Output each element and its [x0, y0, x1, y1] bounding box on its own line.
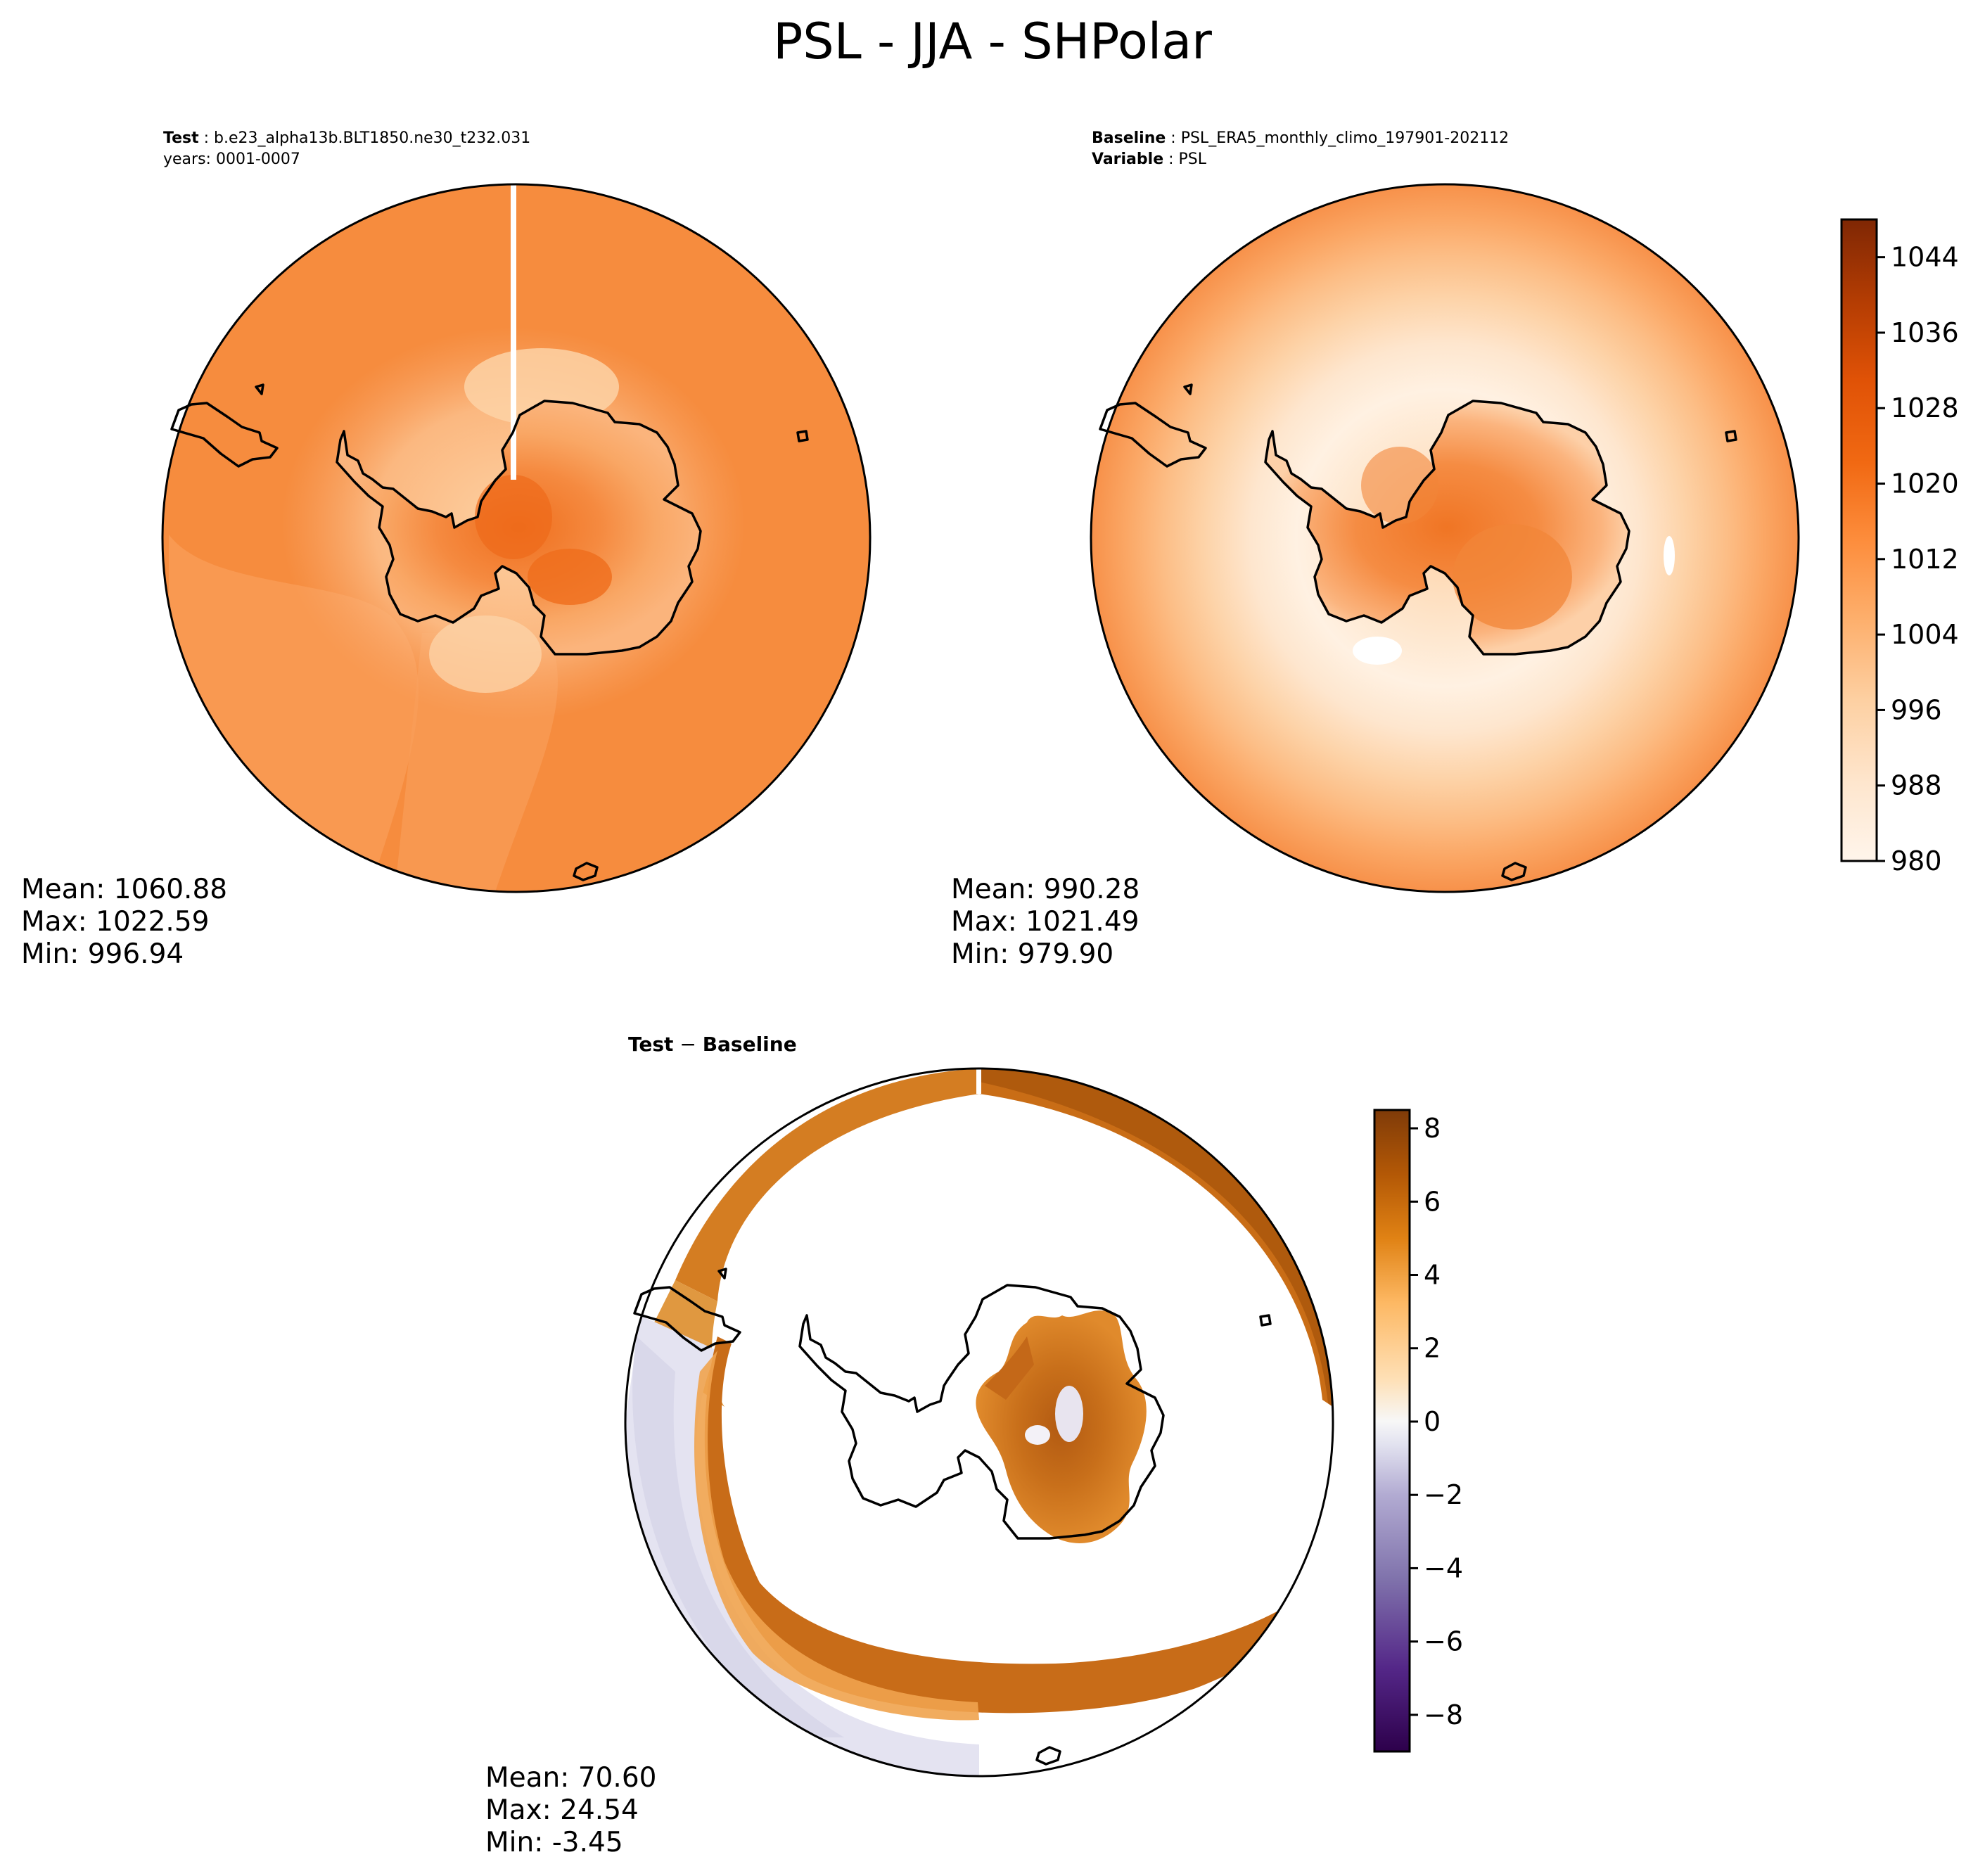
diff-colorbar-ticks: 8 6 4 2 0 −2 −4 −6 −8 [1410, 1113, 1463, 1730]
diff-colorbar: 8 6 4 2 0 −2 −4 −6 −8 [1373, 1109, 1463, 1753]
main-colorbar-tick-label: 1044 [1891, 242, 1959, 273]
figure-title: PSL - JJA - SHPolar [773, 13, 1212, 70]
baseline-header: Baseline : PSL_ERA5_monthly_climo_197901… [1092, 129, 1510, 168]
diff-max: Max: 24.54 [485, 1794, 639, 1826]
test-map-boundary [161, 183, 872, 893]
diff-coastlines [633, 1268, 1272, 1766]
diff-colorbar-tick-label: −6 [1424, 1626, 1463, 1657]
baseline-header-key: Baseline [1092, 129, 1166, 147]
test-mean: Mean: 1060.88 [21, 874, 228, 905]
diff-colorbar-tick-label: −8 [1424, 1699, 1463, 1730]
main-colorbar-tick-label: 980 [1891, 846, 1942, 876]
diff-colorbar-tick-label: −4 [1424, 1552, 1463, 1583]
diff-header-sep: − [673, 1033, 703, 1056]
main-colorbar-tick-label: 996 [1891, 694, 1942, 725]
baseline-map [1091, 184, 1799, 892]
test-max: Max: 1022.59 [21, 906, 210, 938]
baseline-min: Min: 979.90 [951, 938, 1114, 970]
test-map [162, 184, 870, 892]
baseline-max: Max: 1021.49 [951, 906, 1140, 938]
baseline-mean: Mean: 990.28 [951, 874, 1140, 905]
diff-colorbar-tick-label: 2 [1424, 1333, 1441, 1364]
diff-colorbar-tick-label: 8 [1424, 1113, 1441, 1144]
main-colorbar-tick-label: 1020 [1891, 468, 1959, 499]
test-header-key: Test [163, 129, 199, 147]
main-colorbar-tick-label: 1004 [1891, 619, 1959, 650]
test-header: Test : b.e23_alpha13b.BLT1850.ne30_t232.… [163, 128, 530, 170]
diff-map [625, 1068, 1333, 1776]
main-colorbar-tick-label: 1028 [1891, 393, 1959, 423]
test-min: Min: 996.94 [21, 938, 184, 970]
diff-header: Test − Baseline [628, 1034, 797, 1055]
main-colorbar: 1044 1036 1028 1020 1012 1004 996 988 980 [1840, 218, 1959, 876]
diff-map-boundary [624, 1067, 1334, 1778]
diff-header-baseline: Baseline [702, 1033, 797, 1056]
diff-mean: Mean: 70.60 [485, 1762, 657, 1794]
baseline-stats: Mean: 990.28 Max: 1021.49 Min: 979.90 [951, 874, 1140, 971]
baseline-case-name: PSL_ERA5_monthly_climo_197901-202112 [1180, 129, 1510, 147]
diff-colorbar-tick-label: 6 [1424, 1186, 1441, 1217]
diff-colorbar-tick-label: 4 [1424, 1260, 1441, 1291]
diff-min: Min: -3.45 [485, 1827, 623, 1858]
diff-colorbar-tick-label: −2 [1424, 1479, 1463, 1510]
diff-stats: Mean: 70.60 Max: 24.54 Min: -3.45 [485, 1762, 656, 1859]
main-colorbar-tick-label: 988 [1891, 770, 1942, 801]
main-colorbar-ticks: 1044 1036 1028 1020 1012 1004 996 988 980 [1877, 242, 1959, 876]
baseline-coastlines [1099, 383, 1737, 881]
main-colorbar-tick-label: 1012 [1891, 544, 1959, 575]
diff-colorbar-tick-label: 0 [1424, 1406, 1441, 1437]
baseline-map-boundary [1090, 183, 1800, 893]
baseline-variable-value: PSL [1178, 151, 1207, 168]
test-coastlines [170, 383, 809, 881]
main-colorbar-tick-label: 1036 [1891, 317, 1959, 348]
test-case-name: b.e23_alpha13b.BLT1850.ne30_t232.031 [214, 129, 531, 147]
test-years: years: 0001-0007 [163, 151, 300, 168]
diff-header-test: Test [628, 1033, 674, 1056]
test-stats: Mean: 1060.88 Max: 1022.59 Min: 996.94 [21, 874, 227, 971]
baseline-variable-key: Variable [1092, 151, 1164, 168]
